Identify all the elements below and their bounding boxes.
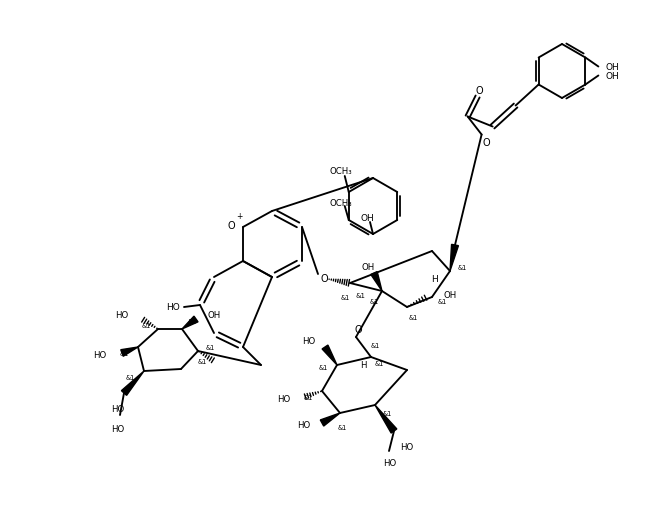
Text: &1: &1: [141, 322, 150, 328]
Polygon shape: [450, 245, 459, 272]
Text: O: O: [320, 274, 328, 283]
Text: &1: &1: [205, 344, 214, 350]
Text: &1: &1: [355, 292, 365, 298]
Text: H: H: [360, 361, 366, 370]
Text: &1: &1: [382, 410, 391, 416]
Text: OH: OH: [362, 263, 375, 272]
Text: HO: HO: [297, 421, 310, 430]
Text: &1: &1: [341, 294, 350, 300]
Text: HO: HO: [166, 303, 180, 312]
Text: OCH₃: OCH₃: [329, 166, 352, 175]
Text: HO: HO: [112, 405, 125, 414]
Text: HO: HO: [383, 459, 397, 468]
Text: &1: &1: [187, 318, 197, 324]
Polygon shape: [121, 347, 138, 357]
Polygon shape: [182, 317, 198, 329]
Text: HO: HO: [400, 442, 413, 451]
Text: &1: &1: [125, 374, 135, 380]
Text: HO: HO: [112, 424, 125, 433]
Text: O: O: [354, 324, 362, 334]
Text: &1: &1: [374, 360, 383, 366]
Text: &1: &1: [438, 298, 447, 305]
Text: OCH₃: OCH₃: [329, 198, 352, 207]
Text: O: O: [483, 137, 490, 147]
Text: HO: HO: [302, 337, 315, 346]
Text: HO: HO: [277, 395, 290, 403]
Text: +: +: [236, 211, 242, 220]
Text: &1: &1: [409, 315, 418, 320]
Text: OH: OH: [208, 311, 221, 320]
Polygon shape: [121, 371, 144, 395]
Text: HO: HO: [115, 311, 128, 320]
Polygon shape: [371, 272, 382, 291]
Text: O: O: [227, 221, 235, 231]
Text: &1: &1: [457, 265, 467, 271]
Text: &1: &1: [197, 358, 207, 364]
Polygon shape: [375, 405, 397, 433]
Text: H: H: [430, 275, 438, 284]
Text: &1: &1: [370, 342, 380, 348]
Text: OH: OH: [443, 291, 456, 300]
Polygon shape: [320, 413, 340, 426]
Text: &1: &1: [337, 424, 346, 430]
Text: &1: &1: [119, 350, 129, 357]
Text: HO: HO: [93, 351, 106, 360]
Text: &1: &1: [370, 298, 379, 305]
Text: &1: &1: [304, 394, 313, 400]
Text: OH: OH: [360, 213, 374, 222]
Text: OH: OH: [605, 72, 619, 81]
Text: O: O: [476, 85, 483, 95]
Text: &1: &1: [318, 364, 327, 370]
Text: OH: OH: [605, 63, 619, 72]
Polygon shape: [322, 345, 337, 365]
